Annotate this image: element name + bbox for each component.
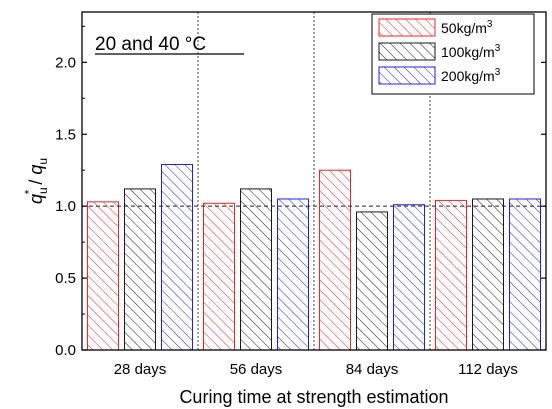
bar-50kg-mm3-112-days bbox=[435, 199, 467, 351]
legend: 50kg/m3 100kg/m3 200kg/m3 bbox=[371, 13, 535, 95]
y-label-q2: q bbox=[26, 165, 46, 175]
bar-100kg-mm3-112-days bbox=[472, 198, 504, 351]
legend-swatch bbox=[378, 42, 436, 61]
legend-label: 100kg/m3 bbox=[441, 43, 501, 60]
bar-200kg-mm3-84-days bbox=[393, 204, 425, 351]
bar-50kg-mm3-84-days bbox=[319, 169, 351, 351]
y-tick-label: 1.5 bbox=[55, 126, 76, 143]
x-axis: 28 days 56 days 84 days 112 days bbox=[114, 361, 518, 378]
y-label-q: q bbox=[26, 194, 46, 204]
bar-100kg-mm3-84-days bbox=[356, 211, 388, 351]
y-label-sup: * bbox=[22, 189, 36, 194]
bar-200kg-mm3-56-days bbox=[277, 198, 309, 351]
y-label-sub2: u bbox=[36, 158, 50, 165]
legend-swatch bbox=[378, 18, 436, 37]
y-axis-title: qu* / qu bbox=[22, 158, 50, 204]
bar-100kg-mm3-56-days bbox=[240, 188, 272, 351]
chart-title: 20 and 40 °C bbox=[95, 34, 206, 55]
legend-swatch bbox=[378, 66, 436, 85]
bar-200kg-mm3-28-days bbox=[161, 163, 193, 351]
legend-label: 200kg/m3 bbox=[441, 67, 501, 84]
x-tick-label: 112 days bbox=[458, 361, 518, 378]
y-tick-label: 0.5 bbox=[55, 270, 76, 287]
legend-label: 50kg/m3 bbox=[441, 19, 493, 36]
svg-text:qu* / qu: qu* / qu bbox=[22, 158, 50, 204]
x-axis-title: Curing time at strength estimation bbox=[179, 387, 448, 407]
bar-100kg-mm3-28-days bbox=[124, 188, 156, 351]
bar-50kg-mm3-28-days bbox=[87, 201, 119, 351]
bar-200kg-mm3-112-days bbox=[509, 198, 541, 351]
bar-50kg-mm3-56-days bbox=[203, 202, 235, 351]
y-tick-label: 0.0 bbox=[55, 342, 76, 359]
plot-frame bbox=[81, 11, 547, 351]
x-tick-label: 56 days bbox=[230, 361, 283, 378]
y-tick-label: 2.0 bbox=[55, 54, 76, 71]
y-label-slash: / bbox=[26, 175, 46, 190]
x-tick-label: 28 days bbox=[114, 361, 167, 378]
panel-title: 20 and 40 °C bbox=[95, 34, 244, 55]
y-axis: 0.0 0.5 1.0 1.5 2.0 bbox=[55, 25, 546, 359]
y-tick-label: 1.0 bbox=[55, 198, 76, 215]
x-tick-label: 84 days bbox=[346, 361, 399, 378]
y-label-sub: u bbox=[36, 187, 50, 194]
